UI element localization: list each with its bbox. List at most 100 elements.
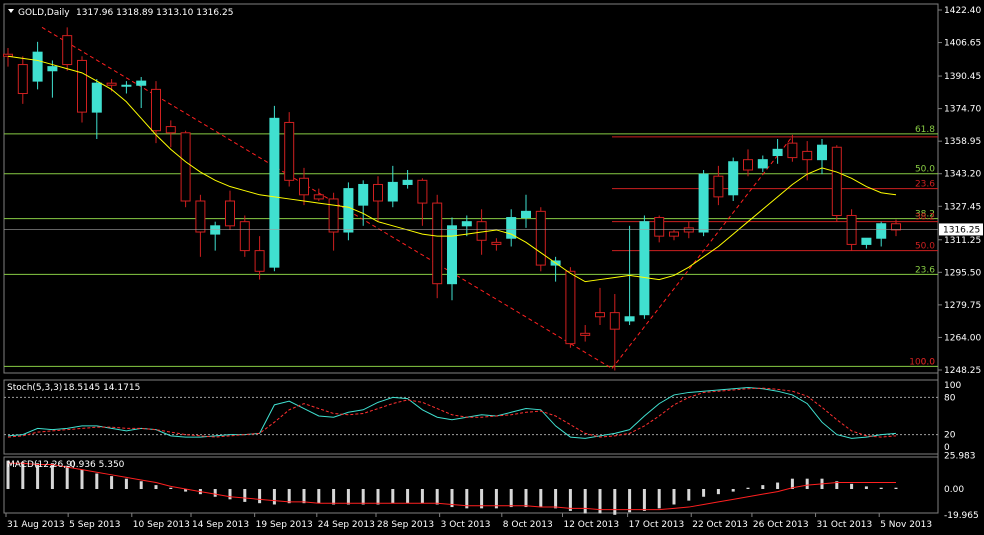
pane-frames [3, 3, 939, 514]
macd-bar [361, 489, 365, 505]
macd-bar [524, 489, 528, 508]
macd-bar [332, 489, 336, 505]
macd-bar [746, 487, 750, 489]
macd-bar [21, 461, 25, 489]
candle-body [195, 200, 206, 233]
price-tick-label: 1390.45 [944, 72, 981, 82]
macd-bar [835, 481, 839, 489]
date-tick-label: 31 Oct 2013 [817, 520, 873, 530]
macd-bar [509, 489, 513, 508]
fib-level-label: 23.6 [915, 265, 935, 275]
candle-body [713, 175, 724, 198]
candle-body [121, 84, 132, 87]
candle-body [831, 146, 842, 216]
macd-bar [731, 489, 735, 492]
macd-bar [169, 487, 173, 489]
price-tick-label: 1422.40 [944, 6, 981, 16]
price-tick-label: 1374.70 [944, 105, 981, 115]
macd-bar [287, 489, 291, 504]
axes: 1422.40 1406.65 1390.45 1374.70 1358.95 1343.… [4, 6, 983, 530]
stoch-tick-label: 0 [944, 443, 950, 453]
stoch-main-line [7, 386, 897, 439]
macd-bar [302, 489, 306, 504]
candle-body [491, 241, 502, 245]
candle-body [876, 223, 887, 239]
macd-bar [450, 489, 454, 508]
candle-body [165, 126, 176, 134]
macd-title: MACD(12,26,9) [7, 460, 75, 470]
candle-body [624, 316, 635, 322]
macd-bar [539, 489, 543, 508]
stoch-values: 18.5145 14.1715 [63, 383, 140, 393]
candle-body [861, 237, 872, 245]
price-tick-label: 1295.50 [944, 268, 981, 278]
candle-body [254, 250, 265, 272]
macd-bar [184, 489, 188, 492]
macd-bar [628, 489, 632, 513]
stoch-header: Stoch(5,3,3) 18.5145 14.1715 [7, 383, 140, 393]
candle-body [802, 150, 813, 161]
candle-body [639, 221, 650, 316]
macd-bar [139, 481, 143, 489]
ma-line [7, 55, 897, 283]
candlesticks [3, 27, 901, 371]
candle-body [343, 188, 354, 233]
candle-body [284, 121, 295, 181]
price-tick-label: 1343.20 [944, 170, 981, 180]
fib-right-label: 38.2 [915, 213, 935, 223]
macd-bar [80, 469, 84, 489]
macd-bar [702, 489, 706, 497]
macd-bar [894, 487, 898, 489]
date-tick-label: 5 Sep 2013 [69, 520, 120, 530]
macd-header: MACD(12,26,9) 0.936 5.350 [7, 460, 125, 470]
candle-body [432, 202, 443, 285]
macd-bar [480, 489, 484, 509]
macd-bar [776, 482, 780, 489]
macd-bar [583, 489, 587, 514]
macd-bar [657, 489, 661, 509]
macd-bar [435, 489, 439, 505]
candle-body [17, 64, 28, 95]
candle-body [239, 221, 250, 252]
candle-body [106, 82, 117, 86]
macd-bar [272, 489, 276, 505]
candle-body [447, 225, 457, 285]
candle-body [3, 53, 13, 57]
candle-body [787, 142, 798, 159]
fib-level-label: 50.0 [915, 165, 935, 175]
fib-level-label: 61.8 [915, 125, 935, 135]
macd-bar [228, 489, 232, 500]
candle-body [669, 231, 679, 237]
candle-body [654, 217, 665, 237]
candle-body [402, 179, 413, 185]
date-tick-label: 17 Oct 2013 [629, 520, 685, 530]
candle-body [476, 221, 487, 241]
macd-bar [672, 489, 676, 505]
macd-bar [568, 489, 572, 511]
date-tick-label: 8 Oct 2013 [503, 520, 553, 530]
candle-body [817, 144, 827, 161]
macd-bar [494, 489, 498, 509]
price-tick-label: 1311.25 [944, 236, 981, 246]
macd-bar [124, 478, 128, 489]
date-tick-label: 12 Oct 2013 [563, 520, 619, 530]
macd-bar [391, 489, 395, 504]
candle-body [891, 223, 901, 231]
candle-body [580, 332, 591, 336]
date-tick-label: 22 Oct 2013 [692, 520, 748, 530]
macd-tick-label: -19.965 [944, 511, 979, 521]
macd-bar [613, 489, 617, 515]
macd-bar [346, 489, 350, 505]
price-tick-label: 1406.65 [944, 39, 981, 49]
candle-body [91, 82, 102, 113]
candle-body [728, 161, 739, 196]
candle-body [77, 59, 87, 113]
candle-body [47, 66, 58, 72]
fib-right-label: 23.6 [915, 180, 935, 190]
dropdown-arrow-icon[interactable] [8, 9, 14, 13]
candle-body [225, 200, 235, 227]
stoch-tick-label: 20 [944, 431, 956, 441]
moving-average [7, 55, 897, 283]
candle-body [609, 312, 620, 330]
